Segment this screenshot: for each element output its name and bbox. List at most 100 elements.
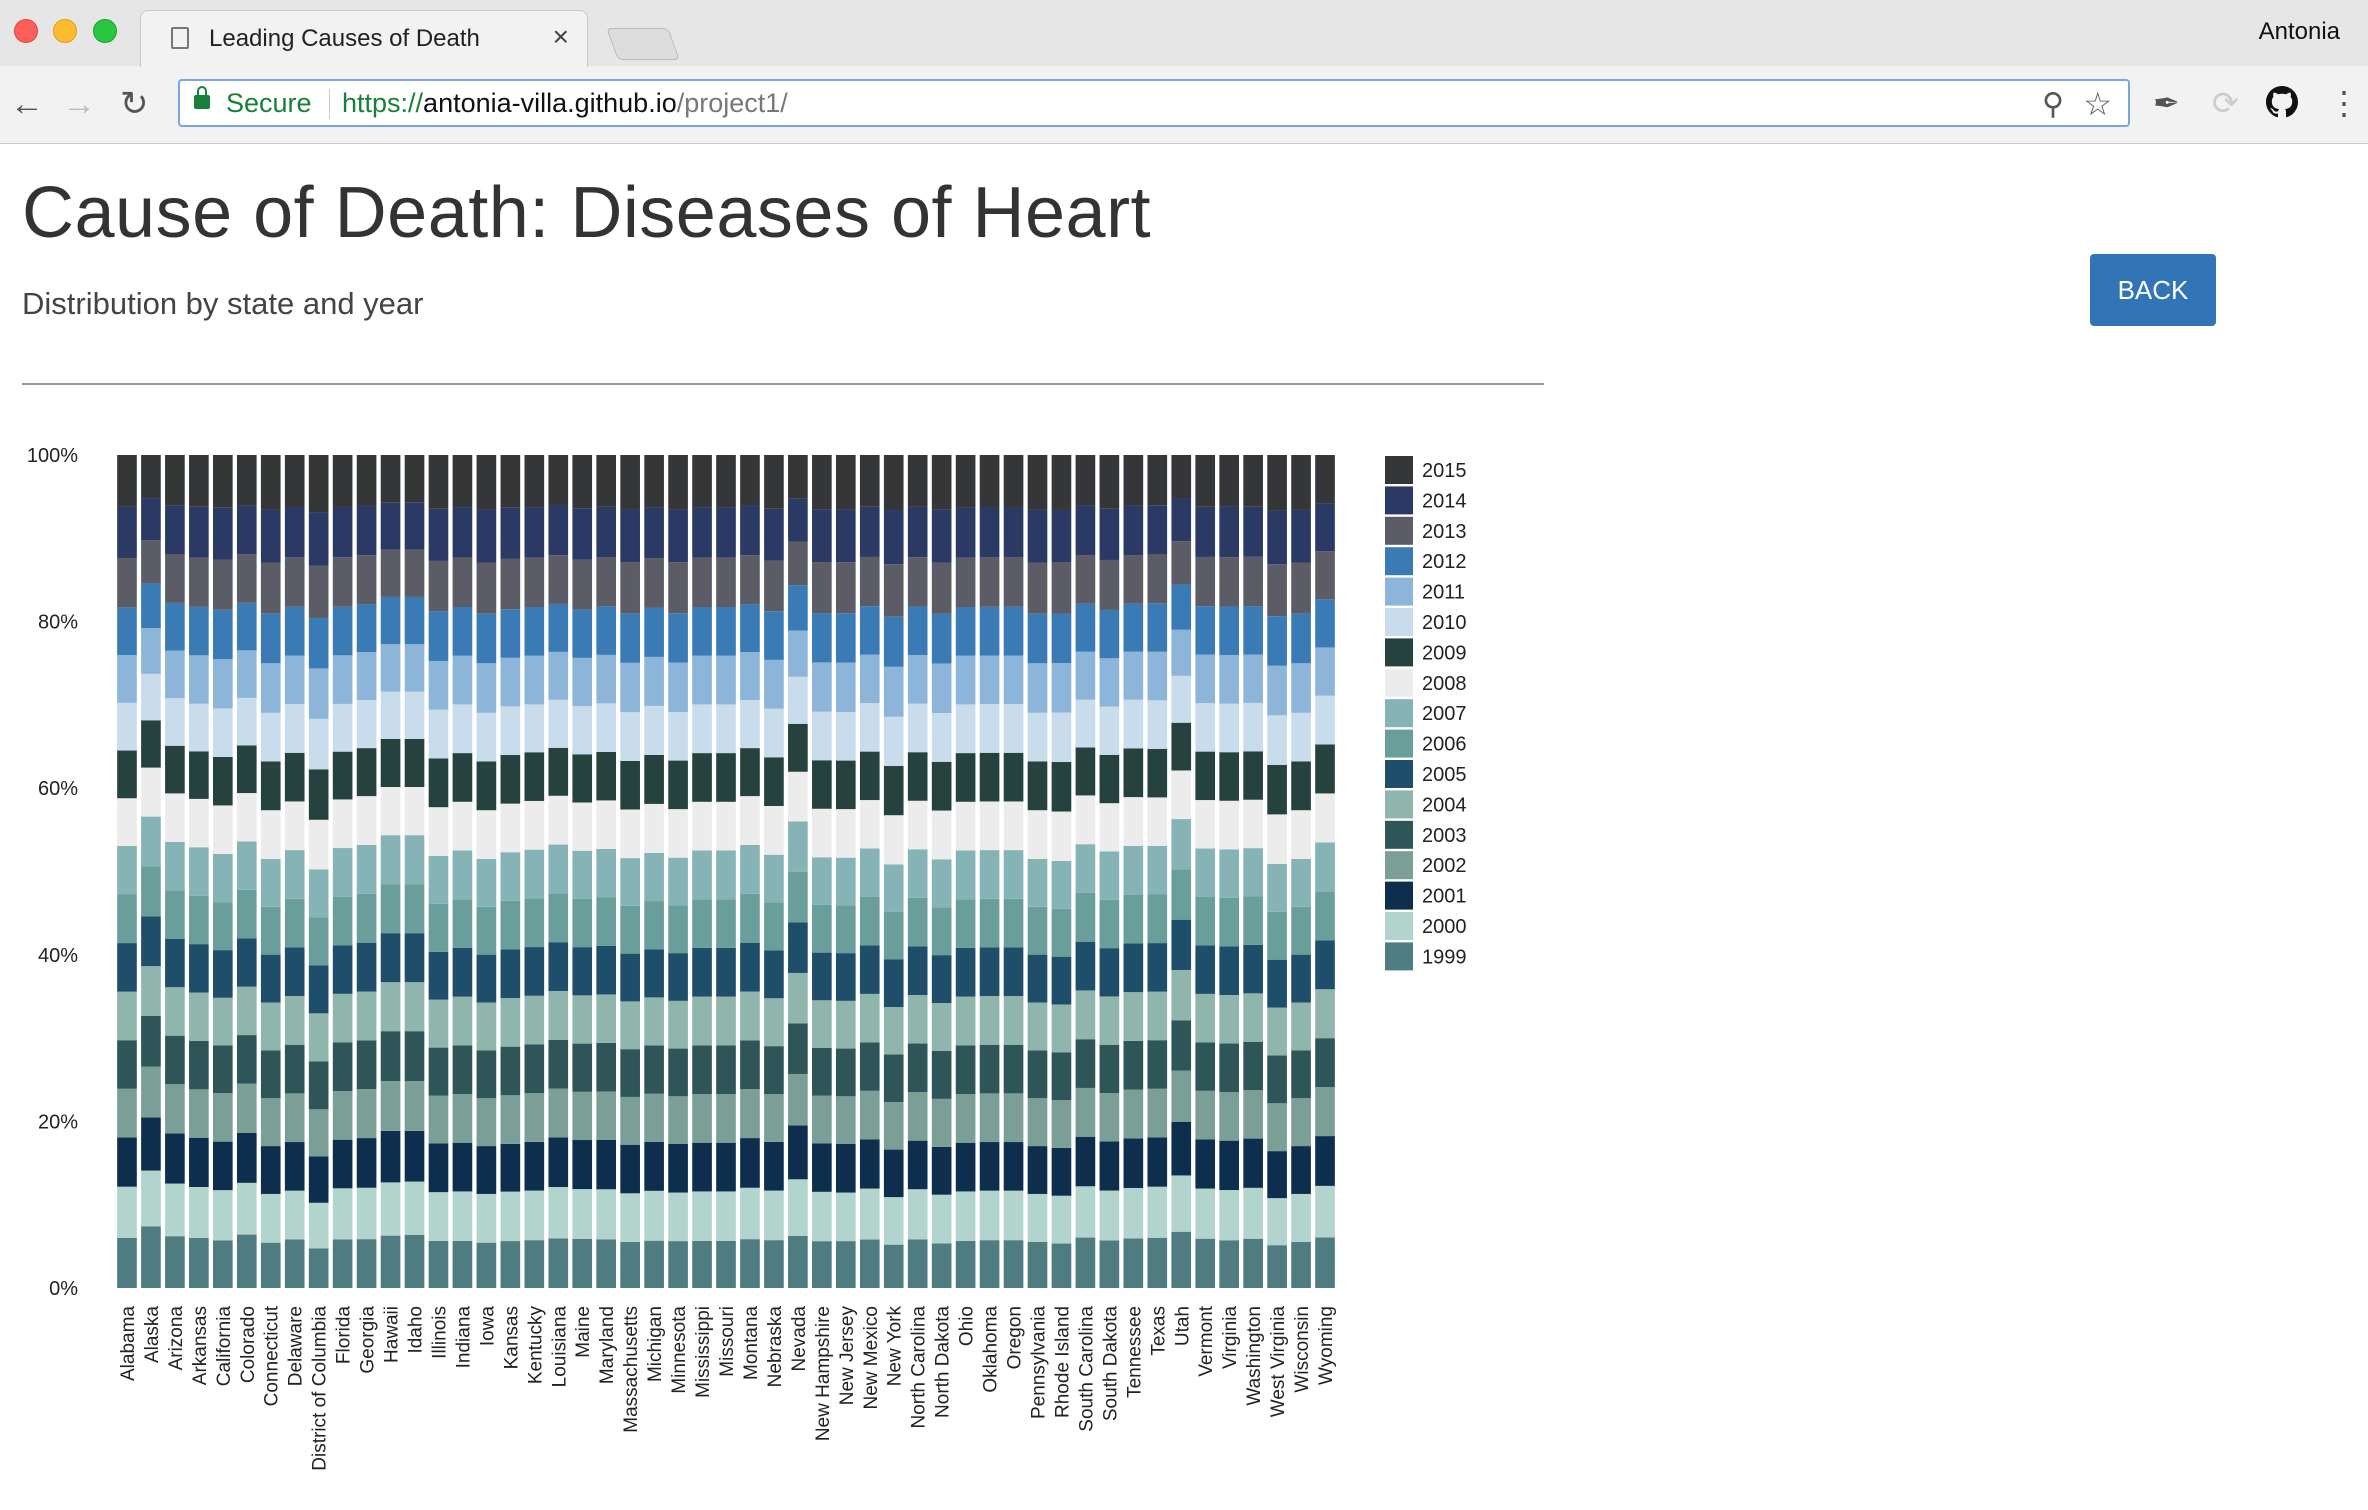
bar-segment[interactable] bbox=[260, 954, 281, 1003]
bar-segment[interactable] bbox=[260, 1146, 281, 1194]
bar-segment[interactable] bbox=[1123, 555, 1144, 604]
bar-segment[interactable] bbox=[716, 801, 736, 851]
bar-segment[interactable] bbox=[524, 995, 545, 1045]
bar-segment[interactable] bbox=[117, 845, 137, 895]
bar-segment[interactable] bbox=[931, 955, 952, 1004]
bar-segment[interactable] bbox=[165, 1084, 185, 1134]
bar-segment[interactable] bbox=[452, 455, 473, 508]
bar-segment[interactable] bbox=[165, 841, 185, 891]
bar-segment[interactable] bbox=[548, 844, 569, 894]
bar-segment[interactable] bbox=[117, 1186, 137, 1238]
bar-segment[interactable] bbox=[428, 611, 449, 661]
bar-segment[interactable] bbox=[835, 509, 856, 563]
bar-segment[interactable] bbox=[404, 787, 425, 836]
bar-segment[interactable] bbox=[452, 947, 473, 997]
bar-segment[interactable] bbox=[812, 760, 832, 809]
bar-segment[interactable] bbox=[1195, 455, 1216, 507]
bar-segment[interactable] bbox=[141, 1226, 161, 1288]
bar-segment[interactable] bbox=[979, 507, 1000, 558]
bar-segment[interactable] bbox=[213, 1240, 233, 1288]
bar-segment[interactable] bbox=[764, 1240, 784, 1288]
bar-segment[interactable] bbox=[1171, 770, 1192, 820]
bar-segment[interactable] bbox=[716, 1240, 736, 1288]
bar-segment[interactable] bbox=[500, 1095, 521, 1144]
bar-segment[interactable] bbox=[452, 1191, 473, 1241]
bar-segment[interactable] bbox=[332, 945, 353, 994]
bar-segment[interactable] bbox=[236, 841, 257, 890]
bar-segment[interactable] bbox=[907, 849, 928, 898]
bar-segment[interactable] bbox=[1267, 616, 1287, 666]
bar-segment[interactable] bbox=[907, 703, 928, 753]
bar-segment[interactable] bbox=[548, 1137, 569, 1188]
bar-segment[interactable] bbox=[835, 760, 856, 810]
bar-segment[interactable] bbox=[548, 747, 569, 796]
bar-segment[interactable] bbox=[117, 607, 137, 656]
bar-segment[interactable] bbox=[1315, 695, 1335, 745]
bar-segment[interactable] bbox=[644, 1093, 664, 1142]
bar-segment[interactable] bbox=[1219, 897, 1239, 947]
bar-segment[interactable] bbox=[740, 1089, 760, 1139]
bar-segment[interactable] bbox=[1291, 1002, 1311, 1051]
bar-segment[interactable] bbox=[1051, 811, 1072, 862]
bar-segment[interactable] bbox=[1003, 704, 1024, 753]
bar-segment[interactable] bbox=[740, 1239, 760, 1288]
bar-segment[interactable] bbox=[668, 809, 688, 858]
bar-segment[interactable] bbox=[332, 1042, 353, 1092]
bar-segment[interactable] bbox=[404, 884, 425, 934]
bar-segment[interactable] bbox=[332, 606, 353, 656]
bar-segment[interactable] bbox=[524, 849, 545, 899]
bar-segment[interactable] bbox=[452, 753, 473, 802]
bar-segment[interactable] bbox=[236, 1083, 257, 1133]
bar-segment[interactable] bbox=[1219, 1140, 1239, 1191]
bar-segment[interactable] bbox=[380, 884, 401, 934]
bar-segment[interactable] bbox=[404, 738, 425, 788]
bar-segment[interactable] bbox=[284, 850, 305, 899]
bar-segment[interactable] bbox=[1003, 1142, 1024, 1191]
bar-segment[interactable] bbox=[788, 821, 808, 872]
bar-segment[interactable] bbox=[524, 1044, 545, 1094]
bar-segment[interactable] bbox=[260, 455, 281, 510]
bar-segment[interactable] bbox=[308, 565, 329, 618]
new-tab-button[interactable] bbox=[606, 28, 680, 60]
bar-segment[interactable] bbox=[141, 1170, 161, 1227]
bar-segment[interactable] bbox=[835, 857, 856, 906]
bar-segment[interactable] bbox=[1267, 814, 1287, 864]
bar-segment[interactable] bbox=[1051, 1243, 1072, 1288]
bar-segment[interactable] bbox=[284, 1093, 305, 1143]
bar-segment[interactable] bbox=[1315, 1087, 1335, 1137]
bar-segment[interactable] bbox=[955, 947, 976, 997]
bar-segment[interactable] bbox=[692, 1240, 712, 1288]
bar-segment[interactable] bbox=[380, 502, 401, 550]
bar-segment[interactable] bbox=[117, 894, 137, 944]
bar-segment[interactable] bbox=[213, 1045, 233, 1094]
bar-segment[interactable] bbox=[1291, 712, 1311, 762]
bar-segment[interactable] bbox=[620, 455, 640, 510]
bar-segment[interactable] bbox=[883, 564, 904, 617]
bar-segment[interactable] bbox=[1267, 1151, 1287, 1199]
bar-segment[interactable] bbox=[859, 993, 880, 1043]
bar-segment[interactable] bbox=[476, 1193, 497, 1243]
bar-segment[interactable] bbox=[764, 508, 784, 561]
bar-segment[interactable] bbox=[1171, 722, 1192, 771]
bar-segment[interactable] bbox=[883, 666, 904, 717]
bar-segment[interactable] bbox=[332, 1188, 353, 1240]
bar-segment[interactable] bbox=[859, 703, 880, 752]
bar-segment[interactable] bbox=[404, 691, 425, 739]
bar-segment[interactable] bbox=[165, 1133, 185, 1184]
bar-segment[interactable] bbox=[1003, 1240, 1024, 1288]
bar-segment[interactable] bbox=[955, 1045, 976, 1095]
extension-swirl-icon[interactable]: ⟳ bbox=[2212, 85, 2239, 121]
bar-segment[interactable] bbox=[1003, 1190, 1024, 1241]
url-text[interactable]: https://antonia-villa.github.io/project1… bbox=[342, 88, 788, 119]
bar-segment[interactable] bbox=[524, 557, 545, 607]
bar-segment[interactable] bbox=[1051, 1147, 1072, 1196]
bar-segment[interactable] bbox=[644, 455, 664, 508]
bar-segment[interactable] bbox=[907, 1043, 928, 1093]
bar-segment[interactable] bbox=[692, 947, 712, 997]
bar-segment[interactable] bbox=[356, 652, 377, 701]
bar-segment[interactable] bbox=[979, 850, 1000, 899]
bar-segment[interactable] bbox=[931, 1243, 952, 1288]
bar-segment[interactable] bbox=[1195, 1090, 1216, 1140]
github-icon[interactable] bbox=[2266, 86, 2298, 118]
bar-segment[interactable] bbox=[404, 455, 425, 503]
